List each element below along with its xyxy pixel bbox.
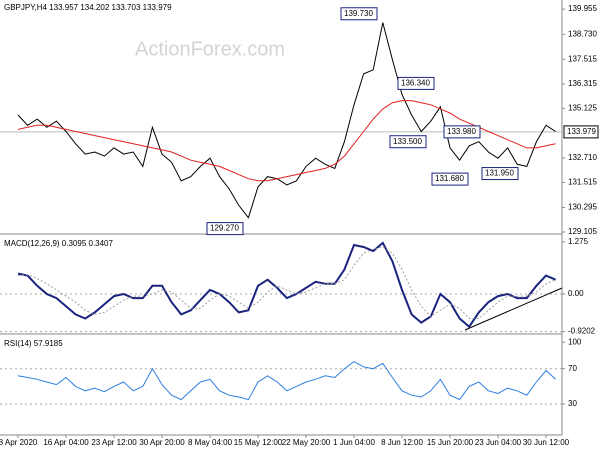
- trend-line: [464, 287, 563, 331]
- annotation-label: 131.950: [485, 169, 514, 178]
- annotation-label: 133.980: [447, 127, 476, 136]
- series-line: [17, 241, 556, 329]
- y-tick-label: 0.00: [568, 289, 584, 298]
- annotation-label: 133.500: [393, 137, 422, 146]
- y-tick-label: 131.515: [568, 178, 597, 187]
- y-tick-label: 1.275: [568, 237, 589, 246]
- annotation-box: [206, 222, 244, 236]
- y-tick-label: 137.515: [568, 54, 597, 63]
- x-tick-label: 8 Apr 2020: [0, 438, 38, 447]
- x-tick-label: 30 Jun 12:00: [523, 438, 570, 447]
- x-tick-label: 22 May 20:00: [282, 438, 331, 447]
- y-tick-label: 129.105: [568, 227, 597, 236]
- y-tick-label: 30: [568, 399, 577, 408]
- watermark: ActionForex.com: [135, 38, 285, 60]
- panel-title: MACD(12,26,9) 0.3095 0.3407: [4, 239, 114, 248]
- annotation-label: 136.340: [401, 79, 430, 88]
- x-tick-label: 23 Jun 04:00: [475, 438, 522, 447]
- annotation-box: [397, 76, 435, 90]
- x-tick-label: 30 Apr 20:00: [139, 438, 185, 447]
- annotation-label: 131.680: [435, 174, 464, 183]
- y-tick-label: 136.315: [568, 79, 597, 88]
- x-tick-label: 16 Apr 04:00: [43, 438, 89, 447]
- y-tick-label: 130.295: [568, 203, 597, 212]
- y-tick-label: 138.730: [568, 29, 597, 38]
- panel-title: RSI(14) 57.9185: [4, 339, 63, 348]
- y-tick-label: 70: [568, 364, 577, 373]
- x-tick-label: 15 May 12:00: [234, 438, 283, 447]
- annotation-box: [431, 172, 469, 186]
- y-tick-label: 139.955: [568, 4, 597, 13]
- annotation-label: 139.730: [344, 9, 373, 18]
- series-line: [17, 361, 556, 401]
- x-tick-label: 1 Jun 04:00: [333, 438, 375, 447]
- last-price-box: [563, 125, 599, 139]
- annotation-box: [443, 125, 481, 139]
- last-price-label: 133.979: [567, 127, 596, 136]
- panel-title: GBPJPY,H4 133.957 134.202 133.703 133.97…: [4, 3, 172, 12]
- x-tick-label: 8 Jun 12:00: [381, 438, 423, 447]
- series-line: [17, 100, 556, 182]
- y-tick-label: 100: [568, 337, 582, 346]
- annotation-box: [389, 135, 427, 149]
- x-tick-label: 15 Jun 20:00: [427, 438, 474, 447]
- annotation-label: 129.270: [210, 224, 239, 233]
- annotation-box: [340, 7, 378, 21]
- series-line: [17, 22, 556, 219]
- y-tick-label: 132.710: [568, 153, 597, 162]
- y-tick-label: -0.9202: [568, 327, 596, 336]
- annotation-box: [481, 167, 519, 181]
- series-line: [17, 246, 556, 319]
- y-tick-label: 135.125: [568, 103, 597, 112]
- x-tick-label: 8 May 04:00: [188, 438, 233, 447]
- x-tick-label: 23 Apr 12:00: [91, 438, 137, 447]
